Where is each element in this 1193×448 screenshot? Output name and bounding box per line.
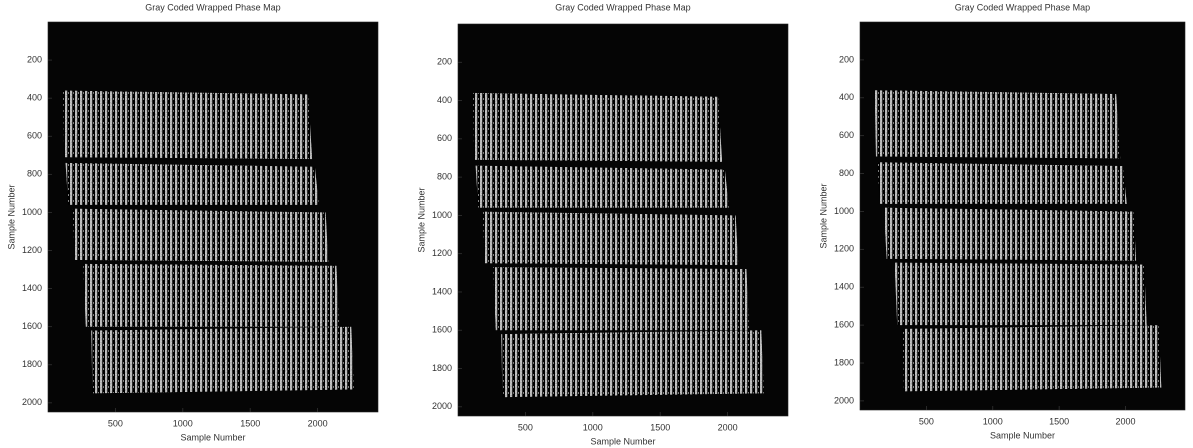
- x-tick-label: 2000: [718, 422, 738, 432]
- x-tick-label: 500: [108, 418, 123, 428]
- phase-image: [874, 90, 1162, 392]
- x-tick-label: 500: [919, 416, 934, 426]
- phase-image: [62, 90, 355, 394]
- y-axis-label: Sample Number: [6, 184, 16, 249]
- y-tick-label: 400: [437, 95, 452, 105]
- fringe-strip: [883, 207, 1137, 261]
- fringe-strip: [874, 90, 1121, 159]
- y-tick-label: 1800: [22, 359, 42, 369]
- chart-title: Gray Coded Wrapped Phase Map: [145, 2, 280, 12]
- y-axis-label: Sample Number: [416, 187, 426, 252]
- x-tick-label: 1500: [240, 418, 260, 428]
- y-tick-label: 2000: [834, 395, 854, 405]
- axes-frame: [47, 21, 379, 413]
- y-tick-label: 400: [839, 92, 854, 102]
- y-tick-label: 200: [839, 54, 854, 64]
- fringe-strip: [65, 162, 319, 205]
- x-tick-label: 500: [518, 422, 533, 432]
- fringe-strip: [894, 262, 1147, 326]
- axes-frame: [457, 23, 789, 417]
- y-tick-label: 1000: [432, 210, 452, 220]
- x-tick-label: 1000: [983, 416, 1003, 426]
- x-tick-label: 1000: [583, 422, 603, 432]
- y-tick-label: 1400: [22, 283, 42, 293]
- fringe-strip: [475, 165, 729, 208]
- chart-title: Gray Coded Wrapped Phase Map: [955, 2, 1090, 12]
- y-tick-label: 1600: [432, 325, 452, 335]
- fringe-strip: [482, 211, 739, 266]
- y-tick-label: 800: [27, 169, 42, 179]
- x-axis-label: Sample Number: [990, 430, 1055, 440]
- y-tick-label: 1200: [432, 248, 452, 258]
- y-tick-label: 600: [27, 131, 42, 141]
- y-tick-label: 600: [437, 133, 452, 143]
- y-tick-label: 1600: [834, 320, 854, 330]
- y-tick-label: 1000: [22, 207, 42, 217]
- phase-image: [472, 92, 765, 398]
- x-tick-label: 2000: [308, 418, 328, 428]
- x-axis-label: Sample Number: [590, 436, 655, 446]
- y-tick-label: 1400: [432, 286, 452, 296]
- y-tick-label: 1800: [432, 363, 452, 373]
- fringe-strip: [902, 325, 1162, 392]
- fringe-strip: [72, 208, 329, 262]
- x-tick-label: 2000: [1116, 416, 1136, 426]
- fringe-strip: [493, 267, 750, 331]
- y-tick-label: 200: [437, 57, 452, 67]
- y-axis-label: Sample Number: [818, 183, 828, 248]
- axes-frame: [859, 21, 1186, 411]
- y-tick-label: 600: [839, 130, 854, 140]
- y-tick-label: 1800: [834, 357, 854, 367]
- x-tick-label: 1000: [173, 418, 193, 428]
- fringe-strip: [62, 90, 313, 160]
- chart-title: Gray Coded Wrapped Phase Map: [555, 2, 690, 12]
- x-tick-label: 1500: [1049, 416, 1069, 426]
- x-axis-label: Sample Number: [180, 432, 245, 442]
- fringe-strip: [472, 92, 723, 162]
- y-tick-label: 200: [27, 54, 42, 64]
- y-tick-label: 1200: [22, 245, 42, 255]
- y-tick-label: 2000: [22, 397, 42, 407]
- y-tick-label: 400: [27, 93, 42, 103]
- fringe-strip: [877, 162, 1127, 204]
- y-tick-label: 2000: [432, 401, 452, 411]
- y-tick-label: 1400: [834, 282, 854, 292]
- y-tick-label: 1200: [834, 244, 854, 254]
- y-tick-label: 1600: [22, 321, 42, 331]
- x-tick-label: 1500: [650, 422, 670, 432]
- y-tick-label: 800: [839, 168, 854, 178]
- y-tick-label: 800: [437, 172, 452, 182]
- y-tick-label: 1000: [834, 206, 854, 216]
- fringe-strip: [83, 263, 340, 327]
- fringe-strip: [501, 330, 765, 398]
- fringe-strip: [91, 326, 355, 394]
